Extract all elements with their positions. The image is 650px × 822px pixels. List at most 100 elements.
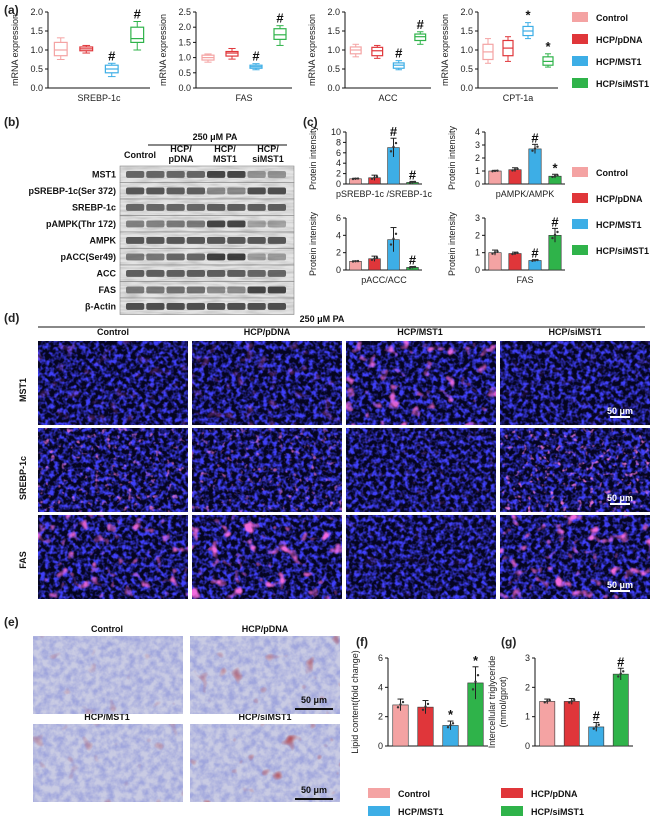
legend-fg-item-1: HCP/pDNA: [501, 788, 578, 799]
scale-bar-label: 50 μm: [607, 580, 633, 590]
sig-g-2: #: [593, 709, 601, 724]
box-a1-3: #: [130, 7, 145, 51]
bar-c1-0: [349, 177, 362, 185]
legend-a-item-0: Control: [572, 12, 628, 23]
blot-row-label: pACC(Ser49): [60, 252, 116, 262]
chart-a1-ytick-label: 1.0: [30, 45, 43, 55]
chart-a1-ylabel: mRNA expression: [10, 14, 20, 86]
bar-c4-1: [508, 251, 522, 271]
legend-a-item-3: HCP/siMST1: [572, 78, 649, 89]
chart-a1-ytick-label: 0.5: [30, 64, 43, 74]
chart-a1-ytick-label: 2.0: [30, 7, 43, 17]
bar-c1-1: [368, 174, 381, 185]
hist-title-mst1: HCP/MST1: [84, 712, 130, 722]
legend-a-label: HCP/MST1: [596, 57, 642, 67]
legend-c-swatch: [572, 219, 588, 229]
chart-f-ytick-label: 6: [378, 653, 383, 663]
chart-a4-xlabel: CPT-1a: [503, 93, 534, 103]
hist-tile-3: [190, 724, 340, 802]
chart-a4-ytick-label: 1.0: [460, 45, 473, 55]
chart-c1-xlabel: pSREBP-1c /SREBP-1c: [336, 189, 433, 199]
fluor-row-mst1: MST1: [18, 378, 28, 402]
fluor-tile-r2-c1: [192, 515, 342, 599]
hist-title-control: Control: [91, 624, 123, 634]
box-a2-1: [225, 47, 239, 60]
fluorescence-panel: 250 μM PA Control HCP/pDNA HCP/MST1 HCP/…: [18, 314, 650, 599]
svg-text:Control: Control: [398, 789, 430, 799]
bar-c4-0: [488, 249, 502, 271]
chart-a2: 0.0 0.5 1.0 1.5 2.0 2.5 mRNA expression FAS # #: [158, 7, 292, 103]
chart-c3-ytick-label: 6: [336, 213, 341, 223]
chart-g-ylabel: Intercellular triglyceride(mmol/gprot): [487, 656, 508, 749]
legend-c-item-0: Control: [572, 167, 628, 178]
fluor-col-control: Control: [97, 327, 129, 337]
blot-row-6: ACC: [97, 264, 295, 282]
chart-a4-ytick-label: 2.0: [460, 7, 473, 17]
chart-c4-ytick-label: 0: [475, 265, 480, 275]
blot-row-label: β-Actin: [85, 301, 116, 311]
fluor-col-pdna: HCP/pDNA: [244, 327, 291, 337]
fluor-tile-r2-c3: [500, 515, 650, 599]
scale-bar-label: 50 μm: [607, 406, 633, 416]
panel-label-f: (f): [356, 635, 368, 649]
lane-label-pdna: HCP/pDNA: [169, 144, 194, 164]
sig-a4-3: *: [545, 39, 551, 54]
hist-title-simst1: HCP/siMST1: [238, 712, 291, 722]
legend-fg-item-0: Control: [368, 788, 430, 799]
fluor-row-fas: FAS: [18, 551, 28, 569]
box-a3-3: #: [414, 17, 427, 45]
legend-a-item-1: HCP/pDNA: [572, 34, 643, 45]
chart-f: 0 2 4 6 Lipid content(fold change) * *: [350, 650, 488, 754]
chart-a2-ytick-label: 0.0: [178, 83, 191, 93]
sig-c1-2: #: [390, 124, 398, 139]
chart-c3-xlabel: pACC/ACC: [361, 275, 407, 285]
chart-g-ytick-label: 2: [525, 682, 530, 692]
chart-g: 0 1 2 3 Intercellular triglyceride(mmol/gpro…: [487, 653, 633, 751]
bar-c2-2: #: [528, 130, 542, 185]
chart-a3-ytick-label: 2.0: [327, 7, 340, 17]
panel-label-c: (c): [303, 115, 318, 129]
legend-a-swatch: [572, 78, 588, 88]
hist-scale-label: 50 μm: [301, 695, 327, 705]
lane-label-simst1: HCP/siMST1: [252, 144, 284, 164]
legend-c-label: HCP/pDNA: [596, 194, 643, 204]
blot-row-3: pAMPK(Thr 172): [46, 215, 295, 233]
blot-row-1: pSREBP-1c(Ser 372): [28, 182, 295, 200]
chart-a3-ytick-label: 0.0: [327, 83, 340, 93]
fluor-row-srebp1c: SREBP-1c: [18, 456, 28, 500]
blot-row-8: β-Actin: [85, 297, 295, 315]
box-a3-1: [371, 44, 384, 59]
legend-c-label: Control: [596, 168, 628, 178]
svg-text:HCP/pDNA: HCP/pDNA: [531, 789, 578, 799]
sig-f-3: *: [473, 653, 479, 668]
legend-c-label: HCP/MST1: [596, 220, 642, 230]
chart-c4: 0 1 2 3 Protein intensity FAS # #: [447, 211, 565, 285]
box-a4-2: *: [522, 8, 534, 40]
panel-label-b: (b): [4, 115, 19, 129]
blot-row-5: pACC(Ser49): [60, 248, 295, 266]
sig-a1-3: #: [134, 7, 142, 22]
legend-c-swatch: [572, 167, 588, 177]
chart-a2-ytick-label: 1.0: [178, 53, 191, 63]
box-a2-3: #: [273, 11, 287, 46]
chart-c2-xlabel: pAMPK/AMPK: [496, 189, 555, 199]
chart-c1-ylabel: Protein intensity: [308, 125, 318, 190]
blot-row-label: AMPK: [90, 235, 117, 245]
sig-a4-2: *: [525, 8, 531, 23]
bar-g-0: [539, 698, 556, 747]
chart-c1-ytick-label: 8: [336, 137, 341, 147]
fluor-tile-r0-c0: [38, 341, 188, 425]
legend-fg-item-3: HCP/siMST1: [501, 806, 584, 817]
sig-a2-3: #: [276, 11, 284, 26]
bar-c3-1: [368, 255, 381, 271]
blot-row-label: ACC: [97, 268, 117, 278]
blot-row-2: SREBP-1c: [72, 198, 295, 216]
bar-f-0: [392, 698, 409, 747]
fluor-col-mst1: HCP/MST1: [397, 327, 443, 337]
fluor-tile-r0-c3: [500, 341, 650, 425]
western-treatment-label: 250 μM PA: [193, 132, 238, 142]
hist-title-pdna: HCP/pDNA: [242, 624, 289, 634]
bar-c3-0: [349, 259, 362, 271]
bar-g-2: #: [588, 709, 605, 747]
